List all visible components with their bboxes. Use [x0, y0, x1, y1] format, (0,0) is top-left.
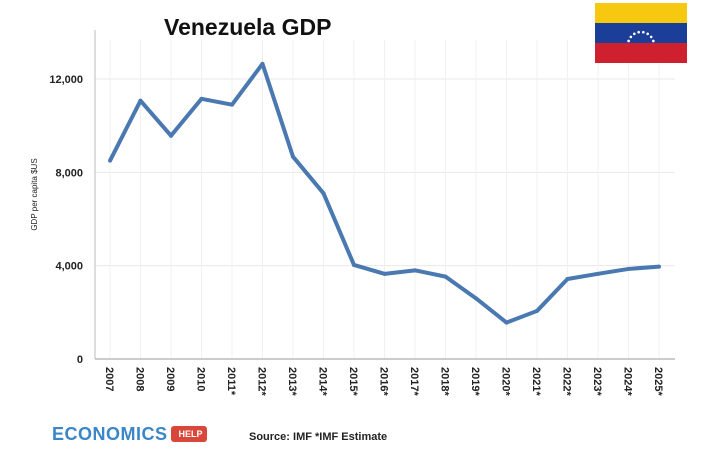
- data-point: [382, 271, 387, 276]
- x-tick-label: 2024*: [622, 367, 634, 396]
- y-tick-label: 4,000: [55, 261, 83, 273]
- y-tick-label: 0: [77, 354, 83, 366]
- y-axis-label: GDP per capita $US: [30, 158, 39, 230]
- data-point: [169, 133, 173, 138]
- x-tick-label: 2009: [164, 367, 176, 391]
- x-tick-label: 2007: [103, 367, 115, 391]
- x-tick-label: 2015*: [347, 367, 359, 396]
- x-tick-label: 2010: [195, 367, 207, 391]
- x-tick-label: 2023*: [591, 367, 603, 396]
- logo-badge: HELP: [170, 426, 207, 442]
- flag-stars: [627, 30, 655, 43]
- data-point: [199, 96, 204, 101]
- venezuela-flag: [595, 3, 687, 63]
- data-point: [291, 154, 295, 159]
- data-point: [260, 61, 265, 66]
- flag-stripe-yellow: [595, 3, 687, 23]
- x-tick-label: 2013*: [286, 367, 298, 396]
- data-point: [626, 266, 631, 271]
- flag-stripe-red: [595, 43, 687, 63]
- flag-star: [646, 32, 649, 36]
- economics-help-logo: ECONOMICS HELP: [52, 424, 207, 445]
- x-tick-label: 2021*: [530, 367, 542, 396]
- data-point: [108, 158, 112, 163]
- flag-star: [629, 35, 633, 39]
- x-tick-label: 2012*: [256, 367, 268, 396]
- data-point: [474, 296, 478, 301]
- source-note: Source: IMF *IMF Estimate: [249, 431, 388, 443]
- x-tick-label: 2017*: [408, 367, 420, 396]
- x-tick-label: 2020*: [500, 367, 512, 396]
- x-tick-label: 2014*: [317, 367, 329, 396]
- y-tick-label: 12,000: [49, 74, 83, 86]
- data-point: [352, 262, 356, 267]
- flag-star: [642, 30, 645, 34]
- x-tick-label: 2025*: [652, 367, 664, 396]
- x-tick-label: 2011*: [225, 367, 237, 396]
- x-tick-label: 2022*: [561, 367, 573, 396]
- logo-text: ECONOMICS: [52, 424, 168, 444]
- x-tick-label: 2008: [134, 367, 146, 391]
- flag-star: [652, 39, 655, 43]
- flag-star: [633, 32, 636, 36]
- flag-star: [649, 35, 653, 39]
- y-tick-label: 8,000: [55, 167, 83, 179]
- chart-title: Venezuela GDP: [164, 14, 332, 40]
- flag-star: [627, 39, 630, 43]
- data-point: [443, 274, 448, 279]
- data-point: [230, 102, 234, 107]
- data-point: [535, 308, 539, 313]
- data-point: [504, 320, 509, 325]
- x-tick-label: 2016*: [378, 367, 390, 396]
- x-tick-label: 2018*: [439, 367, 451, 396]
- data-point: [321, 191, 326, 196]
- flag-star: [637, 30, 640, 34]
- data-point: [138, 98, 143, 103]
- x-tick-label: 2019*: [469, 367, 481, 396]
- data-point: [413, 268, 417, 273]
- flag-stripe-blue: [595, 23, 687, 43]
- data-point: [565, 276, 570, 281]
- data-point: [657, 264, 661, 269]
- data-point: [596, 271, 600, 276]
